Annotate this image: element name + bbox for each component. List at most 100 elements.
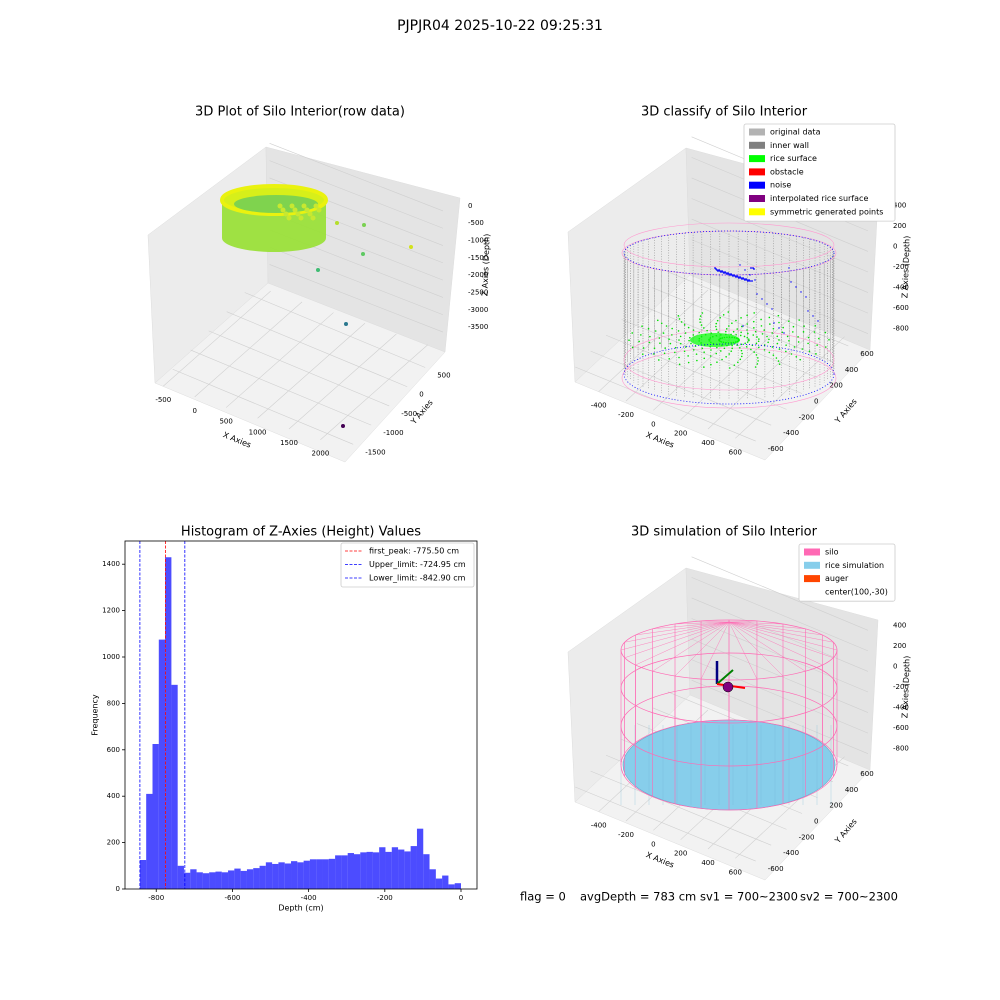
rice-surface xyxy=(678,318,681,320)
y-axis-label: Y Axies xyxy=(833,397,859,426)
legend-swatch xyxy=(749,195,765,202)
rice-surface xyxy=(788,340,790,342)
grid-line xyxy=(691,618,869,693)
x-tick-label: 0 xyxy=(192,407,196,415)
rice-surface xyxy=(755,342,758,345)
y-tick-label: 0 xyxy=(116,885,120,893)
y-tick-label: -200 xyxy=(799,413,815,421)
x-tick-label: -200 xyxy=(618,411,634,419)
point-cloud xyxy=(307,211,313,217)
bar xyxy=(398,849,405,889)
rice-surface xyxy=(744,342,746,345)
rice-surface xyxy=(740,317,742,319)
bar xyxy=(328,858,336,889)
bar xyxy=(423,854,430,889)
rice-surface xyxy=(754,366,757,368)
legend-label: Upper_limit: -724.95 cm xyxy=(369,560,466,569)
point-cloud xyxy=(313,203,319,209)
grid-line xyxy=(269,160,444,229)
rice-surface xyxy=(669,342,672,345)
bar xyxy=(341,855,348,889)
rice-surface xyxy=(807,336,810,339)
scatter-point xyxy=(344,322,348,326)
y-tick-label: 1400 xyxy=(102,560,120,568)
legend-swatch xyxy=(804,575,820,583)
rice-surface xyxy=(775,357,778,359)
rice-surface xyxy=(678,356,680,359)
silo-roof xyxy=(674,621,730,625)
rice-surface xyxy=(683,350,686,353)
y-tick-label: 200 xyxy=(829,802,842,810)
y-tick-label: -1500 xyxy=(365,448,385,456)
pane-floor xyxy=(154,282,446,463)
rice-surface xyxy=(757,340,760,343)
rice-surface xyxy=(683,324,686,326)
rice-surface xyxy=(715,352,718,355)
bar xyxy=(429,869,436,889)
rice-surface xyxy=(710,349,712,351)
bar xyxy=(165,557,172,889)
rice-surface xyxy=(761,333,764,335)
z-tick-label: -3000 xyxy=(468,306,488,314)
point-cloud xyxy=(304,207,310,213)
rice-surface xyxy=(695,353,698,355)
grid-line xyxy=(269,264,444,333)
rice-surface xyxy=(746,341,749,343)
noise xyxy=(800,291,802,293)
bar xyxy=(360,852,367,889)
x-tick-label: -200 xyxy=(618,831,634,839)
noise xyxy=(744,269,746,271)
rice-surface xyxy=(740,343,743,346)
rice-surface xyxy=(750,348,752,351)
x-tick-label: 0 xyxy=(651,420,655,428)
noise xyxy=(726,273,728,275)
rice-surface xyxy=(679,342,682,345)
rice-surface xyxy=(687,361,690,364)
rice-surface xyxy=(748,339,750,342)
rice-surface xyxy=(778,321,780,324)
z-axis-label: Z Axies (Depth) xyxy=(900,236,911,299)
rice-surface xyxy=(724,330,727,333)
noise xyxy=(623,230,835,276)
rice-surface xyxy=(771,346,774,348)
rice-surface xyxy=(814,325,817,327)
auger-axis xyxy=(716,669,734,685)
rice-surface xyxy=(746,329,748,331)
noise xyxy=(744,279,746,281)
rice-surface xyxy=(638,340,640,343)
point-cloud xyxy=(280,207,286,213)
bar xyxy=(435,878,443,889)
point-cloud xyxy=(292,207,298,213)
rice-surface xyxy=(678,339,680,341)
rice-surface xyxy=(692,349,695,351)
rice-surface xyxy=(746,314,748,317)
grid-line xyxy=(190,349,372,426)
rice-surface xyxy=(722,314,725,316)
bar xyxy=(177,865,184,889)
y-tick-label: 600 xyxy=(860,770,873,778)
silo-outline xyxy=(621,347,837,409)
bar xyxy=(152,744,159,889)
y-tick-label: -400 xyxy=(783,849,799,857)
x-tick-label: 0 xyxy=(651,840,655,848)
legend-label: inner wall xyxy=(770,141,809,150)
noise xyxy=(738,277,740,279)
rice-surface xyxy=(735,333,737,336)
noise xyxy=(790,281,792,283)
point-cloud xyxy=(298,215,304,221)
grid-line xyxy=(605,334,787,410)
rice-surface xyxy=(684,332,687,334)
rice-surface xyxy=(631,332,634,334)
x-tick-label: -400 xyxy=(591,822,607,830)
y-tick-label: 500 xyxy=(437,372,450,380)
grid-line xyxy=(691,239,869,314)
bar xyxy=(448,884,455,889)
bar xyxy=(410,846,417,889)
rice-surface xyxy=(715,322,718,325)
rice-surface xyxy=(728,367,731,369)
noise xyxy=(773,322,775,324)
silo-roof xyxy=(652,621,730,629)
bar xyxy=(190,869,197,889)
rice-surface xyxy=(727,311,730,313)
